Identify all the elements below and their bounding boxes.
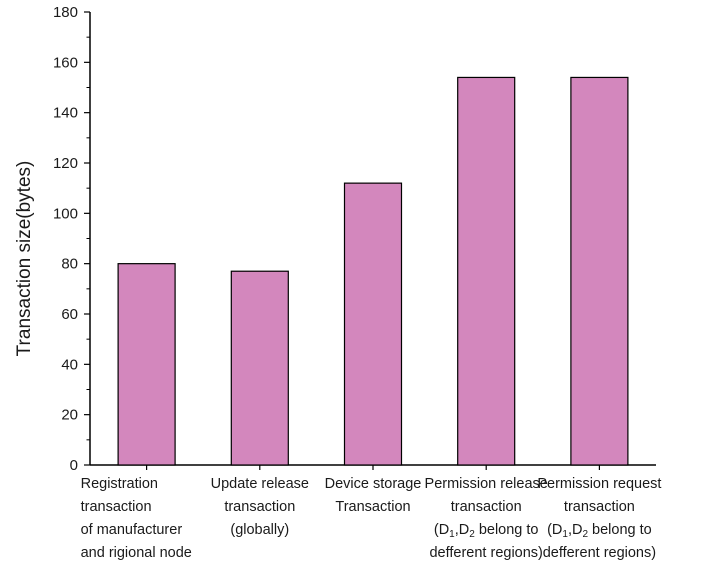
y-tick-label: 160 <box>53 54 78 71</box>
bar <box>570 76 629 466</box>
x-category-line: defferent regions) <box>429 545 543 561</box>
y-tick-label: 20 <box>61 407 78 424</box>
bar <box>343 182 403 466</box>
x-category-line: defferent regions) <box>542 545 657 561</box>
x-category-line: transaction <box>224 499 296 515</box>
x-category-label: Permission request transaction (D1,D2 belo… <box>529 473 669 565</box>
y-tick-label: 0 <box>70 457 78 474</box>
x-category-line: (D1,D2 belong to <box>547 522 652 540</box>
y-tick-label: 40 <box>61 356 78 373</box>
x-category-line: transaction <box>450 499 522 515</box>
y-ticks: 0 20 40 60 80 100 120 140 160 180 <box>53 4 90 474</box>
y-tick-label: 80 <box>61 256 78 273</box>
x-category-label: Update release transaction (globally) <box>190 473 330 542</box>
x-category-line: and rigional node <box>80 545 192 561</box>
x-category-line: of manufacturer <box>80 522 183 538</box>
x-category-line: transaction <box>563 499 635 515</box>
y-tick-label: 180 <box>53 4 78 21</box>
bar <box>117 263 176 466</box>
x-category-line: transaction <box>80 499 152 515</box>
y-axis-label: Transaction size(bytes) <box>14 161 35 357</box>
x-category-line: Permission release <box>424 476 548 492</box>
y-tick-label: 100 <box>53 205 78 222</box>
x-category-line: Transaction <box>335 499 411 515</box>
x-category-line: Device storage <box>324 476 422 492</box>
x-category-line: Registration <box>80 476 158 492</box>
x-category-label: Device storage Transaction <box>303 473 443 519</box>
x-category-line: (globally) <box>230 522 290 538</box>
x-category-label: Registration transaction of manufacturer an… <box>77 473 221 565</box>
y-tick-label: 140 <box>53 105 78 122</box>
bar <box>457 76 516 466</box>
x-category-label: Permission release transaction (D1,D2 belo… <box>416 473 556 565</box>
x-category-line: (D1,D2 belong to <box>433 522 539 540</box>
y-tick-label: 60 <box>61 306 78 323</box>
bars <box>117 76 629 470</box>
x-category-line: Permission request <box>537 476 662 492</box>
y-tick-label: 120 <box>53 155 78 172</box>
x-category-line: Update release <box>210 476 309 492</box>
bar <box>230 270 289 466</box>
